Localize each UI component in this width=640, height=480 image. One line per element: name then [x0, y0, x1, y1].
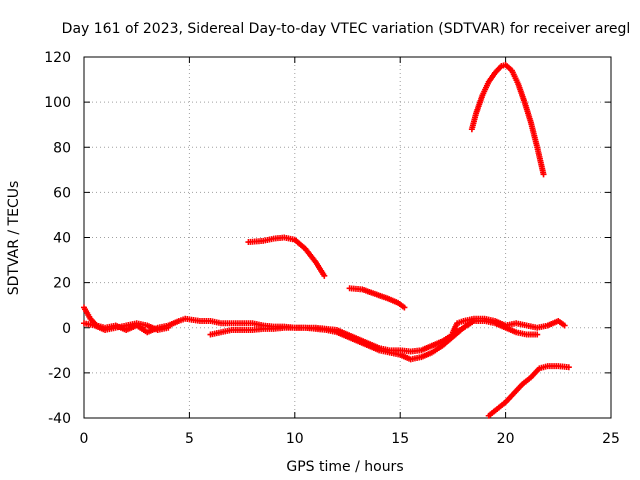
y-tick-label: 120	[44, 50, 71, 66]
y-tick-label: 40	[53, 231, 71, 247]
y-tick-label: 0	[62, 321, 71, 337]
chart-title: Day 161 of 2023, Sidereal Day-to-day VTE…	[62, 21, 631, 37]
x-axis-label: GPS time / hours	[286, 459, 403, 475]
y-tick-label: 20	[53, 276, 71, 292]
y-axis-label: SDTVAR / TECUs	[6, 181, 22, 296]
y-tick-label: -40	[48, 411, 71, 427]
series-track-4	[449, 315, 568, 336]
data-point	[165, 324, 172, 331]
y-tick-label: 80	[53, 140, 71, 156]
x-tick-label: 0	[80, 431, 89, 447]
x-tick-label: 20	[497, 431, 515, 447]
y-tick-label: 60	[53, 185, 71, 201]
x-tick-label: 5	[185, 431, 194, 447]
series-track-2	[81, 320, 172, 334]
series-track-3	[207, 317, 541, 355]
data-point	[561, 322, 568, 329]
x-tick-label: 25	[602, 431, 620, 447]
series-track-6	[346, 285, 408, 311]
data-marks	[81, 61, 572, 419]
y-tick-label: -20	[48, 366, 71, 382]
axis-ticks	[83, 56, 612, 419]
data-point	[534, 331, 541, 338]
data-point	[565, 364, 572, 371]
x-tick-label: 15	[391, 431, 409, 447]
grid	[84, 57, 611, 418]
y-tick-label: 100	[44, 95, 71, 111]
data-point	[321, 272, 328, 279]
series-track-7	[468, 61, 547, 178]
data-point	[540, 171, 547, 178]
series-track-8	[485, 363, 572, 419]
plot-frame	[83, 56, 612, 419]
axis-tick-labels: 0 5 10 15 20 25 -40 -20 0 20 40 60 80 100 120	[44, 50, 620, 447]
series-track-5	[245, 234, 328, 279]
x-tick-label: 10	[286, 431, 304, 447]
series-track-1	[81, 304, 473, 363]
data-point	[401, 304, 408, 311]
